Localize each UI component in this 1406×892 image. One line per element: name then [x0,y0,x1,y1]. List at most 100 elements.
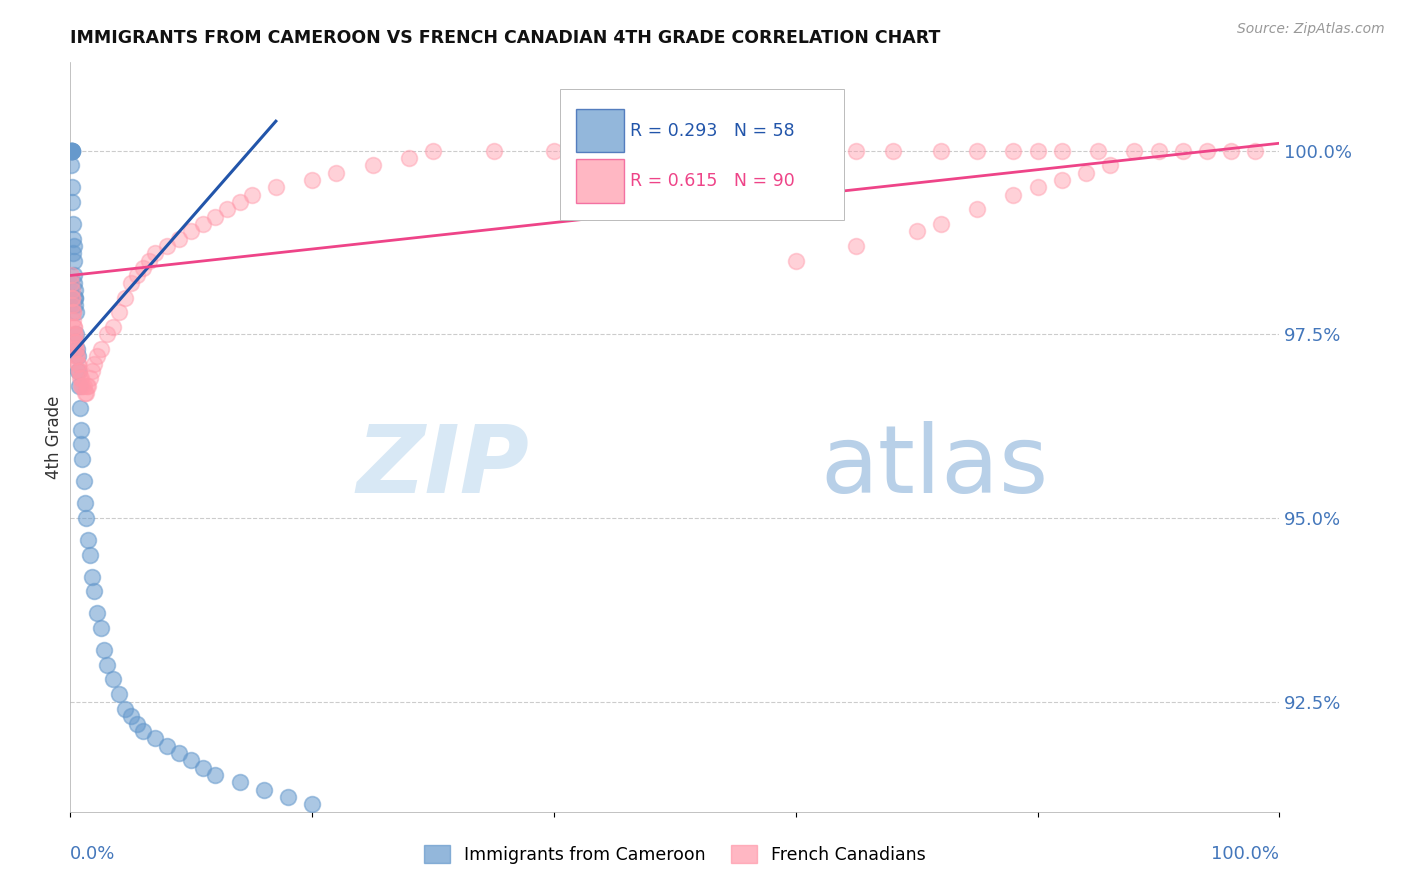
Point [62,253,84,268]
Point [63,298,86,312]
Point [80,364,103,378]
Point [603,144,626,158]
Point [1244,144,1267,158]
Point [59,144,82,158]
FancyBboxPatch shape [575,109,624,153]
Point [63,334,86,349]
Point [72,474,94,488]
Point [63,291,86,305]
Point [72,378,94,392]
Point [120,276,142,290]
Point [83,357,105,371]
Point [62,305,84,319]
Point [132,723,155,738]
Point [96,327,118,342]
Point [1002,144,1025,158]
Point [60,291,83,305]
Point [125,716,148,731]
Point [156,239,179,253]
Point [77,378,100,392]
Point [60,144,83,158]
Point [724,144,747,158]
Point [65,342,87,356]
Point [62,298,84,312]
Text: 100.0%: 100.0% [1212,845,1279,863]
Point [101,319,124,334]
Point [193,761,215,775]
Point [66,342,89,356]
Point [65,283,87,297]
Point [228,775,250,789]
Point [73,496,96,510]
Point [67,357,90,371]
Point [301,173,323,187]
Text: Source: ZipAtlas.com: Source: ZipAtlas.com [1237,22,1385,37]
FancyBboxPatch shape [575,159,624,202]
Point [543,144,565,158]
Point [398,151,420,165]
Text: ZIP: ZIP [357,421,530,513]
Point [1123,144,1146,158]
Point [75,386,97,401]
Point [217,202,239,217]
Point [73,386,96,401]
Point [60,283,83,297]
Point [77,533,100,547]
Point [59,268,82,283]
Legend: Immigrants from Cameroon, French Canadians: Immigrants from Cameroon, French Canadia… [416,838,934,871]
Point [63,334,86,349]
Y-axis label: 4th Grade: 4th Grade [45,395,63,479]
Point [62,305,84,319]
Point [101,673,124,687]
Point [1050,173,1073,187]
Point [60,144,83,158]
Point [66,349,89,363]
Point [86,349,108,363]
Point [114,291,136,305]
Point [86,607,108,621]
Point [1050,144,1073,158]
Point [156,739,179,753]
Point [66,357,89,371]
Point [167,746,190,760]
Point [76,378,98,392]
Point [1074,166,1097,180]
Point [180,224,202,238]
Point [143,731,166,746]
Point [929,144,952,158]
Point [66,349,89,363]
Point [90,621,111,635]
Point [93,643,115,657]
Point [96,657,118,672]
Point [67,378,90,392]
Point [120,709,142,723]
Point [62,144,84,158]
Point [63,276,86,290]
Point [67,364,90,378]
Point [60,180,83,194]
Point [62,217,84,231]
Point [1026,180,1049,194]
Point [785,144,807,158]
Point [90,342,111,356]
Point [63,268,86,283]
Point [132,261,155,276]
Point [966,144,988,158]
Point [1171,144,1194,158]
Point [62,246,84,260]
Point [138,253,160,268]
Point [125,268,148,283]
Point [83,584,105,599]
Point [75,511,97,525]
Point [905,224,928,238]
Point [301,797,323,812]
Point [277,790,299,805]
Point [65,349,87,363]
Point [60,291,83,305]
Point [70,378,93,392]
Text: atlas: atlas [820,421,1049,513]
Point [67,364,90,378]
Point [60,276,83,290]
Point [422,144,444,158]
Text: IMMIGRANTS FROM CAMEROON VS FRENCH CANADIAN 4TH GRADE CORRELATION CHART: IMMIGRANTS FROM CAMEROON VS FRENCH CANAD… [70,29,941,47]
